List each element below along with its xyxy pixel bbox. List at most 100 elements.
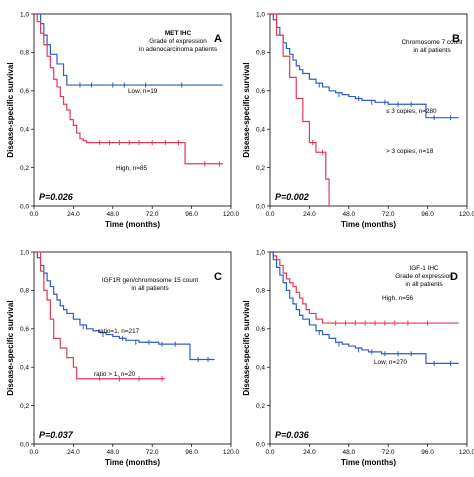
series-label: High, n=85	[116, 165, 148, 172]
y-tick-label: 0,8	[20, 50, 29, 57]
series-0: ratio=1, n=217	[34, 251, 215, 363]
series-label: ratio > 1, n=20	[94, 371, 136, 378]
panel-title-line: IGF1R gen/chromosome 15 count	[102, 277, 198, 284]
x-tick-label: 48.0	[342, 211, 355, 218]
x-tick-label: 0.0	[29, 449, 38, 456]
panel-letter: A	[214, 33, 222, 45]
survival-curve	[34, 251, 215, 361]
y-tick-label: 0,2	[20, 165, 29, 172]
series-0: High, n=56	[270, 251, 459, 326]
x-tick-label: 72.0	[382, 211, 395, 218]
y-axis-title: Disease-specific survival	[242, 62, 251, 157]
x-tick-label: 0.0	[29, 211, 38, 218]
y-tick-label: 0,2	[20, 403, 29, 410]
p-value: P=0.026	[39, 192, 74, 202]
series-label: ≤ 3 copies, n=280	[386, 108, 437, 115]
series-1: High, n=85	[34, 13, 223, 172]
panel-a: 0,0 0,2 0,4 0,6 0,8 1,0 0.0 24.0 48.0 72.0 96.0 120…	[6, 11, 240, 229]
x-axis-title: Time (months)	[341, 458, 396, 467]
y-tick-label: 0,6	[256, 326, 265, 333]
y-tick-label: 0,4	[256, 365, 265, 372]
plot-frame	[33, 13, 232, 207]
x-axis-title: Time (months)	[341, 220, 396, 229]
x-tick-label: 96.0	[185, 211, 198, 218]
x-tick-label: 48.0	[342, 449, 355, 456]
x-tick-label: 120.0	[459, 211, 474, 218]
y-tick-label: 0,8	[256, 50, 265, 57]
survival-curve	[34, 251, 166, 380]
survival-curve	[270, 13, 330, 206]
panel-letter: C	[214, 271, 222, 283]
y-tick-label: 0,8	[256, 288, 265, 295]
survival-curve	[270, 251, 459, 324]
y-tick-label: 0,0	[256, 203, 265, 210]
survival-curve	[34, 13, 223, 86]
panel-c: 0,0 0,2 0,4 0,6 0,8 1,0 0.0 24.0 48.0 72.0 96.0 120…	[6, 249, 240, 467]
panel-d: 0,0 0,2 0,4 0,6 0,8 1,0 0.0 24.0 48.0 72.0 96.0 120…	[242, 249, 474, 467]
y-tick-label: 0,6	[256, 88, 265, 95]
panel-title-line: in adenocarcinoma patients	[139, 46, 217, 53]
panel-title-line: IGF-1 IHC	[409, 265, 438, 272]
series-1: ratio > 1, n=20	[34, 251, 166, 382]
y-tick-label: 0,2	[256, 165, 265, 172]
x-axis-title: Time (months)	[105, 220, 160, 229]
y-tick-label: 0,6	[20, 88, 29, 95]
y-tick-label: 0,4	[256, 127, 265, 134]
series-label: ratio=1, n=217	[98, 328, 140, 335]
x-tick-label: 24.0	[67, 211, 80, 218]
p-value: P=0.036	[275, 430, 310, 440]
x-tick-label: 120.0	[223, 211, 240, 218]
p-value: P=0.002	[275, 192, 309, 202]
series-1: Low, n=270	[270, 251, 459, 366]
y-axis-title: Disease-specific survival	[242, 300, 251, 395]
y-tick-label: 0,0	[20, 441, 29, 448]
panel-title-line: in all patients	[405, 281, 442, 288]
y-tick-label: 1,0	[256, 249, 265, 256]
x-tick-label: 72.0	[382, 449, 395, 456]
y-tick-label: 0,0	[20, 203, 29, 210]
series-0: Low, n=19	[34, 13, 223, 95]
x-tick-label: 24.0	[67, 449, 80, 456]
series-1: > 3 copies, n=18	[270, 13, 434, 206]
y-tick-label: 1,0	[256, 11, 265, 18]
plot-frame	[269, 251, 468, 445]
x-axis-title: Time (months)	[105, 458, 160, 467]
panel-b: 0,0 0,2 0,4 0,6 0,8 1,0 0.0 24.0 48.0 72.0 96.0 120…	[242, 11, 474, 229]
y-tick-label: 0,4	[20, 365, 29, 372]
plot-frame	[33, 251, 232, 445]
x-tick-label: 96.0	[185, 449, 198, 456]
x-tick-label: 24.0	[303, 449, 316, 456]
panel-title-line: in all patients	[131, 285, 168, 292]
x-tick-label: 0.0	[265, 449, 274, 456]
series-label: Low, n=270	[374, 359, 407, 366]
y-tick-label: 0,6	[20, 326, 29, 333]
y-axis-title: Disease-specific survival	[6, 62, 15, 157]
series-0: ≤ 3 copies, n=280	[270, 13, 459, 121]
x-tick-label: 72.0	[146, 449, 159, 456]
y-tick-label: 0,4	[20, 127, 29, 134]
panel-title-line: in all patients	[413, 47, 450, 54]
x-tick-label: 0.0	[265, 211, 274, 218]
panel-letter: B	[452, 33, 460, 45]
panel-letter: D	[450, 271, 458, 283]
x-tick-label: 96.0	[421, 449, 434, 456]
series-label: Low, n=19	[128, 88, 158, 95]
survival-curve	[34, 13, 223, 165]
y-tick-label: 0,8	[20, 288, 29, 295]
y-tick-label: 1,0	[20, 249, 29, 256]
x-tick-label: 120.0	[459, 449, 474, 456]
p-value: P=0.037	[39, 430, 74, 440]
x-tick-label: 48.0	[106, 211, 119, 218]
series-label: > 3 copies, n=18	[386, 148, 434, 155]
x-tick-label: 24.0	[303, 211, 316, 218]
panel-title-line: Chromosome 7 count	[401, 39, 462, 46]
y-tick-label: 0,2	[256, 403, 265, 410]
x-tick-label: 72.0	[146, 211, 159, 218]
y-tick-label: 0,0	[256, 441, 265, 448]
y-tick-label: 1,0	[20, 11, 29, 18]
x-tick-label: 120.0	[223, 449, 240, 456]
series-label: High, n=56	[382, 295, 414, 302]
y-axis-title: Disease-specific survival	[6, 300, 15, 395]
x-tick-label: 48.0	[106, 449, 119, 456]
